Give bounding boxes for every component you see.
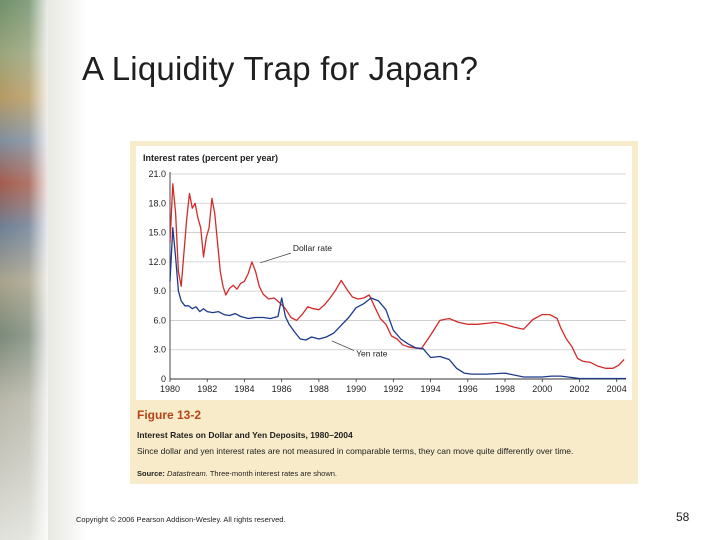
x-tick-label: 1992 xyxy=(383,384,403,394)
source-note: Three-month interest rates are shown. xyxy=(209,469,337,478)
x-tick-label: 1980 xyxy=(160,384,180,394)
x-tick-label: 1994 xyxy=(421,384,441,394)
dollar-rate-leader xyxy=(260,252,291,264)
x-tick-label: 1982 xyxy=(197,384,217,394)
y-axis-label: Interest rates (percent per year) xyxy=(143,153,278,163)
source-name: Datastream. xyxy=(167,469,208,478)
grid-lines xyxy=(170,173,626,351)
x-tick-label: 2002 xyxy=(569,384,589,394)
x-tick-labels: 1980 1982 1984 1986 1988 1990 1992 1994 1996 1998… xyxy=(160,384,627,394)
x-tick-label: 1988 xyxy=(309,384,329,394)
x-tick-label: 1984 xyxy=(234,384,254,394)
figure-source: Source: Datastream. Three-month interest… xyxy=(137,469,337,478)
y-tick-label: 21.0 xyxy=(148,169,166,179)
figure-description: Since dollar and yen interest rates are … xyxy=(137,446,574,456)
yen-rate-leader xyxy=(331,340,355,351)
yen-rate-line xyxy=(169,227,626,380)
dollar-rate-line xyxy=(169,183,625,369)
x-tick-label: 2004 xyxy=(607,384,627,394)
source-label: Source: xyxy=(137,469,165,478)
plot-area xyxy=(136,146,632,400)
x-tick-label: 1996 xyxy=(458,384,478,394)
series-lines xyxy=(169,183,626,380)
y-tick-label: 18.0 xyxy=(148,198,166,208)
dollar-rate-label: Dollar rate xyxy=(293,243,332,253)
figure-number: Figure 13-2 xyxy=(137,408,202,422)
slide-title: A Liquidity Trap for Japan? xyxy=(82,50,479,87)
decorative-photo-strip xyxy=(0,0,48,540)
decorative-strip-fade xyxy=(48,0,88,540)
x-tick-label: 1986 xyxy=(272,384,292,394)
y-tick-label: 12.0 xyxy=(148,257,166,267)
x-tick-label: 1998 xyxy=(495,384,515,394)
yen-rate-label: Yen rate xyxy=(356,349,388,359)
page-number: 58 xyxy=(676,510,690,524)
y-tick-label: 9.0 xyxy=(153,286,166,296)
series-labels: Dollar rate Yen rate xyxy=(260,243,388,359)
y-tick-labels: 0 3.0 6.0 9.0 12.0 15.0 18.0 21.0 xyxy=(148,169,166,384)
x-tick-label: 2000 xyxy=(532,384,552,394)
y-tick-label: 3.0 xyxy=(153,345,166,355)
x-tick-label: 1990 xyxy=(346,384,366,394)
y-tick-label: 6.0 xyxy=(153,315,166,325)
y-tick-label: 0 xyxy=(161,374,166,384)
figure-title: Interest Rates on Dollar and Yen Deposit… xyxy=(137,430,353,440)
copyright-notice: Copyright © 2006 Pearson Addison-Wesley.… xyxy=(76,515,286,524)
y-tick-label: 15.0 xyxy=(148,228,166,238)
